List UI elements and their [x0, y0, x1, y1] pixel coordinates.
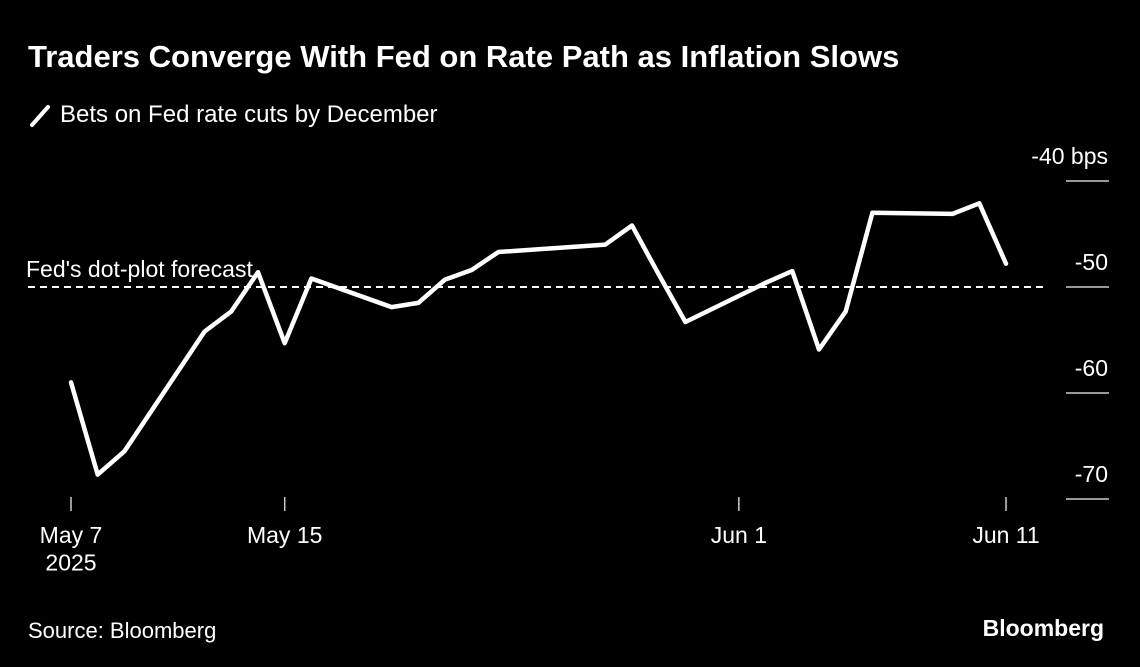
chart-title: Traders Converge With Fed on Rate Path a…: [28, 39, 899, 74]
x-tick-label: Jun 1: [711, 522, 767, 548]
x-tick-label: Jun 11: [972, 522, 1039, 548]
brand-logo: Bloomberg: [983, 615, 1104, 641]
series-line: [68, 201, 1009, 477]
legend-label: Bets on Fed rate cuts by December: [60, 101, 438, 128]
source: Source: Bloomberg: [28, 618, 216, 643]
reference-label: Fed's dot-plot forecast: [26, 256, 253, 282]
y-tick-label: -70: [1075, 461, 1108, 487]
y-tick-label: -40 bps: [1031, 143, 1108, 169]
legend-swatch: [30, 105, 50, 127]
x-tick-label: May 7 2025: [40, 522, 103, 576]
x-tick-label: May 15: [247, 522, 322, 548]
y-tick-label: -50: [1075, 249, 1108, 275]
y-tick-label: -60: [1075, 355, 1108, 381]
